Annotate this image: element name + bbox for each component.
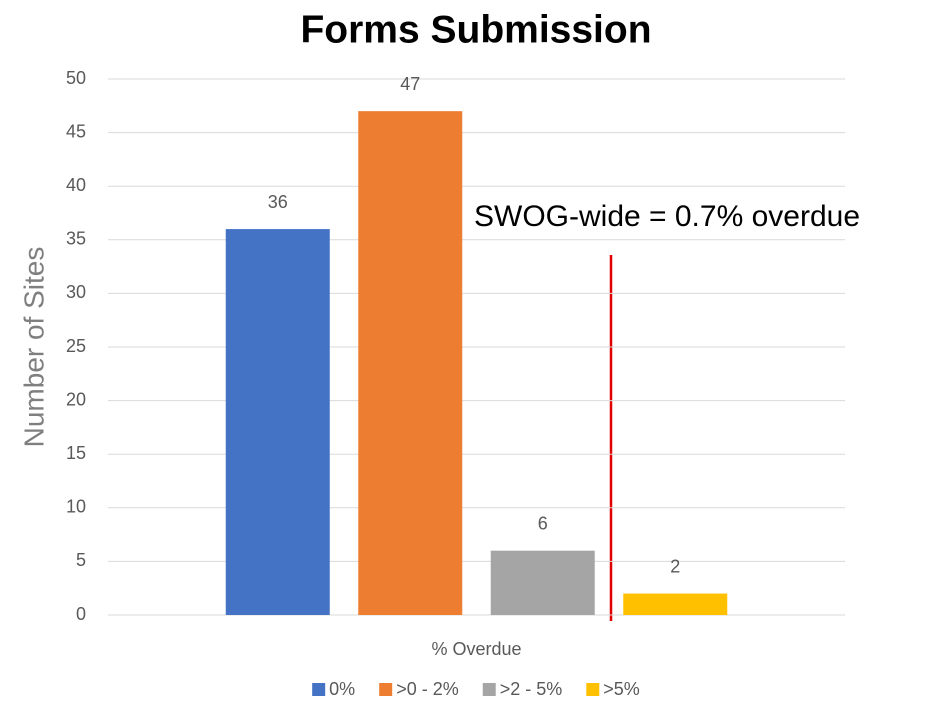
data-label: 36 [268, 192, 288, 212]
chart-title: Forms Submission [300, 8, 651, 51]
data-label: 47 [400, 74, 420, 94]
y-tick-label: 0 [76, 604, 86, 624]
legend-swatch [312, 683, 326, 696]
y-tick-label: 50 [66, 68, 86, 88]
legend-swatch [379, 683, 393, 696]
y-tick-label: 5 [76, 550, 86, 570]
bar [225, 229, 330, 615]
y-tick-label: 20 [66, 389, 86, 409]
data-label: 6 [538, 513, 548, 533]
legend-swatch [586, 683, 600, 696]
bar [358, 111, 463, 615]
y-tick-label: 25 [66, 336, 86, 356]
legend-swatch [482, 683, 496, 696]
y-tick-label: 40 [66, 175, 86, 195]
x-tick-label: % Overdue [431, 639, 521, 659]
y-tick-label: 10 [66, 497, 86, 517]
legend-label: >5% [603, 679, 640, 699]
legend-label: >2 - 5% [500, 679, 563, 699]
y-tick-label: 30 [66, 282, 86, 302]
bar [490, 550, 595, 615]
y-tick-label: 45 [66, 121, 86, 141]
legend-label: 0% [329, 679, 355, 699]
data-label: 2 [670, 556, 680, 576]
annotation: SWOG-wide = 0.7% overdue [474, 200, 860, 233]
y-tick-label: 15 [66, 443, 86, 463]
y-axis-label: Number of Sites [18, 247, 49, 448]
legend-label: >0 - 2% [396, 679, 459, 699]
bar [623, 593, 728, 615]
y-tick-label: 35 [66, 229, 86, 249]
